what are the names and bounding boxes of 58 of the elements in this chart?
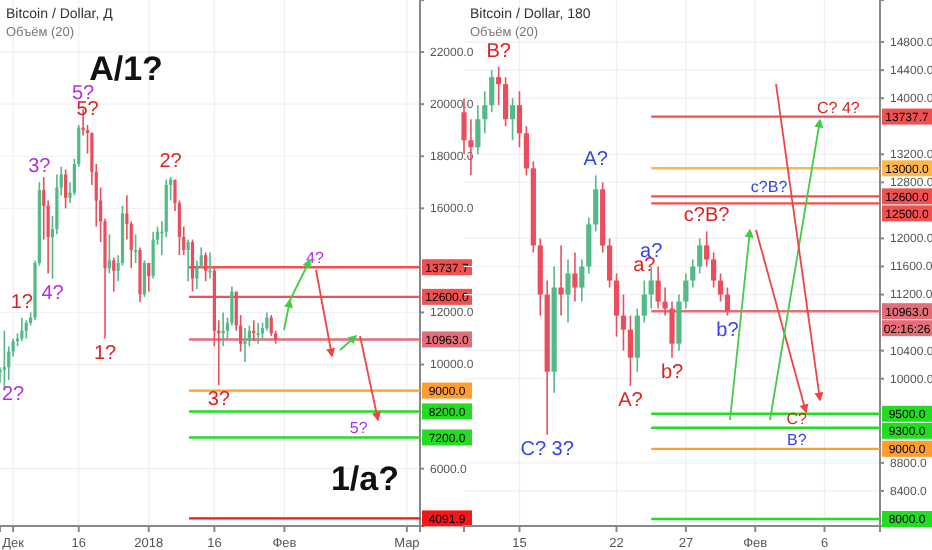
candlestick bbox=[475, 104, 481, 156]
annotation: b? bbox=[716, 319, 740, 342]
annotation: 1? bbox=[10, 291, 34, 314]
annotation: 1? bbox=[93, 342, 117, 365]
candlestick bbox=[565, 258, 571, 324]
candlestick bbox=[2, 329, 6, 392]
annotation: 2? bbox=[159, 151, 183, 174]
annotation: C? 4? bbox=[817, 98, 861, 117]
annotation: C? bbox=[786, 409, 809, 428]
candlestick bbox=[134, 233, 138, 264]
candlestick bbox=[704, 230, 710, 268]
candlestick bbox=[186, 238, 190, 283]
candlestick bbox=[107, 233, 111, 275]
candlestick bbox=[613, 272, 620, 338]
annotation: 4? bbox=[41, 282, 65, 305]
candlestick bbox=[523, 125, 529, 177]
candlestick bbox=[496, 65, 502, 106]
candlestick bbox=[627, 314, 633, 387]
annotation: c?B? bbox=[683, 205, 731, 228]
annotation: B? bbox=[787, 430, 808, 449]
annotation: 3? bbox=[207, 389, 231, 412]
annotation: 5? bbox=[76, 98, 100, 121]
candlestick bbox=[503, 76, 509, 128]
candlestick bbox=[717, 272, 724, 303]
annotation: 5? bbox=[349, 419, 369, 438]
candlestick bbox=[147, 262, 151, 293]
candlestick bbox=[607, 237, 613, 289]
annotation: 1/a? bbox=[330, 460, 399, 498]
candlestick bbox=[138, 246, 142, 303]
annotation: A/1? bbox=[89, 50, 163, 88]
candlestick bbox=[620, 293, 627, 352]
annotation: a? bbox=[633, 254, 657, 277]
annotation: B? bbox=[486, 40, 512, 63]
annotation: A? bbox=[618, 389, 644, 412]
candlestick bbox=[64, 168, 68, 210]
annotation: c?B? bbox=[750, 178, 789, 197]
candlestick bbox=[256, 322, 260, 345]
candlestick bbox=[711, 251, 717, 289]
annotation: 4? bbox=[306, 249, 325, 268]
candlestick bbox=[243, 327, 247, 363]
annotation: A? bbox=[583, 149, 609, 172]
candlestick bbox=[24, 319, 28, 340]
annotation: b? bbox=[660, 361, 684, 384]
candlestick bbox=[655, 265, 661, 310]
candlestick bbox=[151, 230, 155, 280]
annotation: 2? bbox=[2, 384, 26, 407]
candlestick bbox=[142, 259, 146, 298]
candlestick bbox=[509, 97, 516, 142]
candlestick bbox=[516, 90, 523, 149]
annotation: C? 3? bbox=[520, 438, 575, 461]
candlestick bbox=[572, 251, 578, 303]
candlestick bbox=[269, 314, 273, 337]
annotation: 3? bbox=[28, 156, 52, 179]
candlestick bbox=[112, 256, 116, 293]
candlestick bbox=[20, 316, 24, 342]
candlestick bbox=[724, 286, 731, 317]
candlestick bbox=[558, 244, 564, 317]
candlestick bbox=[265, 311, 269, 332]
